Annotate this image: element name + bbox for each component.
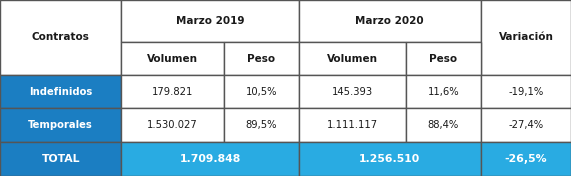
Bar bbox=[299, 75, 406, 108]
Bar bbox=[481, 142, 571, 176]
Bar bbox=[121, 75, 224, 108]
Text: -27,4%: -27,4% bbox=[508, 120, 544, 130]
Text: Volumen: Volumen bbox=[147, 54, 198, 64]
Bar bbox=[299, 42, 406, 75]
Text: 10,5%: 10,5% bbox=[246, 87, 277, 96]
Text: 88,4%: 88,4% bbox=[428, 120, 459, 130]
Text: Marzo 2020: Marzo 2020 bbox=[356, 16, 424, 26]
Text: 11,6%: 11,6% bbox=[428, 87, 459, 96]
Bar bbox=[299, 108, 406, 142]
Bar bbox=[121, 42, 224, 75]
Text: Peso: Peso bbox=[429, 54, 457, 64]
Bar bbox=[0, 0, 121, 75]
Bar bbox=[0, 108, 121, 142]
Text: Contratos: Contratos bbox=[32, 32, 90, 42]
Bar bbox=[481, 75, 571, 108]
Bar bbox=[481, 108, 571, 142]
Bar bbox=[224, 108, 299, 142]
Text: 1.111.117: 1.111.117 bbox=[327, 120, 378, 130]
Bar bbox=[224, 75, 299, 108]
Text: 1.530.027: 1.530.027 bbox=[147, 120, 198, 130]
Text: 1.709.848: 1.709.848 bbox=[179, 154, 240, 164]
Bar bbox=[121, 0, 299, 42]
Bar bbox=[224, 42, 299, 75]
Bar bbox=[406, 108, 481, 142]
Text: 89,5%: 89,5% bbox=[246, 120, 277, 130]
Bar bbox=[121, 142, 299, 176]
Text: TOTAL: TOTAL bbox=[41, 154, 80, 164]
Bar bbox=[0, 142, 121, 176]
Bar bbox=[406, 75, 481, 108]
Bar bbox=[299, 142, 481, 176]
Bar bbox=[121, 108, 224, 142]
Bar bbox=[481, 0, 571, 75]
Text: Variación: Variación bbox=[498, 32, 553, 42]
Text: -19,1%: -19,1% bbox=[508, 87, 544, 96]
Text: Peso: Peso bbox=[247, 54, 275, 64]
Bar bbox=[299, 0, 481, 42]
Text: 179.821: 179.821 bbox=[152, 87, 193, 96]
Text: -26,5%: -26,5% bbox=[505, 154, 547, 164]
Text: 145.393: 145.393 bbox=[332, 87, 373, 96]
Text: Indefinidos: Indefinidos bbox=[29, 87, 93, 96]
Text: Marzo 2019: Marzo 2019 bbox=[176, 16, 244, 26]
Text: Volumen: Volumen bbox=[327, 54, 378, 64]
Bar bbox=[406, 42, 481, 75]
Text: Temporales: Temporales bbox=[28, 120, 93, 130]
Bar bbox=[0, 75, 121, 108]
Text: 1.256.510: 1.256.510 bbox=[359, 154, 420, 164]
